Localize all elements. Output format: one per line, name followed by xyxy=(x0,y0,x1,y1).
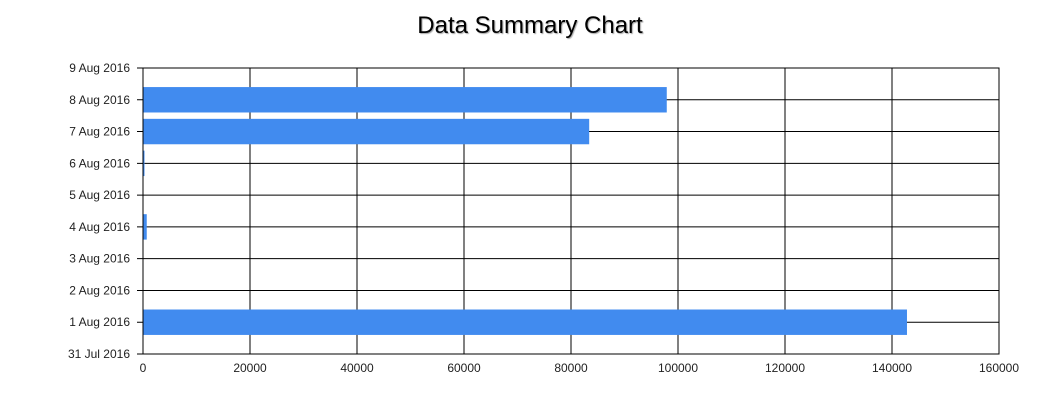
bar xyxy=(143,309,907,335)
x-tick-label: 140000 xyxy=(872,361,912,375)
x-tick-label: 80000 xyxy=(554,361,588,375)
x-tick-label: 60000 xyxy=(447,361,481,375)
x-tick-label: 40000 xyxy=(340,361,374,375)
y-tick-label: 1 Aug 2016 xyxy=(69,315,130,329)
chart-title: Data Summary Chart xyxy=(417,12,643,39)
y-tick-label: 5 Aug 2016 xyxy=(69,188,130,202)
bar xyxy=(143,150,145,177)
y-tick-label: 2 Aug 2016 xyxy=(69,283,130,297)
y-tick-label: 6 Aug 2016 xyxy=(69,156,130,170)
bars xyxy=(143,87,907,335)
y-tick-label: 7 Aug 2016 xyxy=(69,125,130,139)
x-tick-label: 120000 xyxy=(765,361,805,375)
x-tick-label: 100000 xyxy=(658,361,698,375)
bar xyxy=(143,87,667,113)
bar xyxy=(143,214,147,240)
y-tick-label: 4 Aug 2016 xyxy=(69,220,130,234)
y-tick-label: 3 Aug 2016 xyxy=(69,252,130,266)
y-axis-ticks: 31 Jul 2016 1 Aug 2016 2 Aug 2016 3 Aug 201… xyxy=(68,61,130,361)
x-axis-ticks: 0 20000 40000 60000 80000 100000 120000 140000 1… xyxy=(140,361,1020,375)
bar xyxy=(143,118,590,145)
y-tick-label: 8 Aug 2016 xyxy=(69,93,130,107)
plot-frame xyxy=(142,67,1000,355)
x-tick-label: 160000 xyxy=(979,361,1019,375)
x-tick-label: 20000 xyxy=(233,361,267,375)
y-tick-label: 9 Aug 2016 xyxy=(69,61,130,75)
x-tick-label: 0 xyxy=(140,361,147,375)
y-tick-label: 31 Jul 2016 xyxy=(68,347,130,361)
